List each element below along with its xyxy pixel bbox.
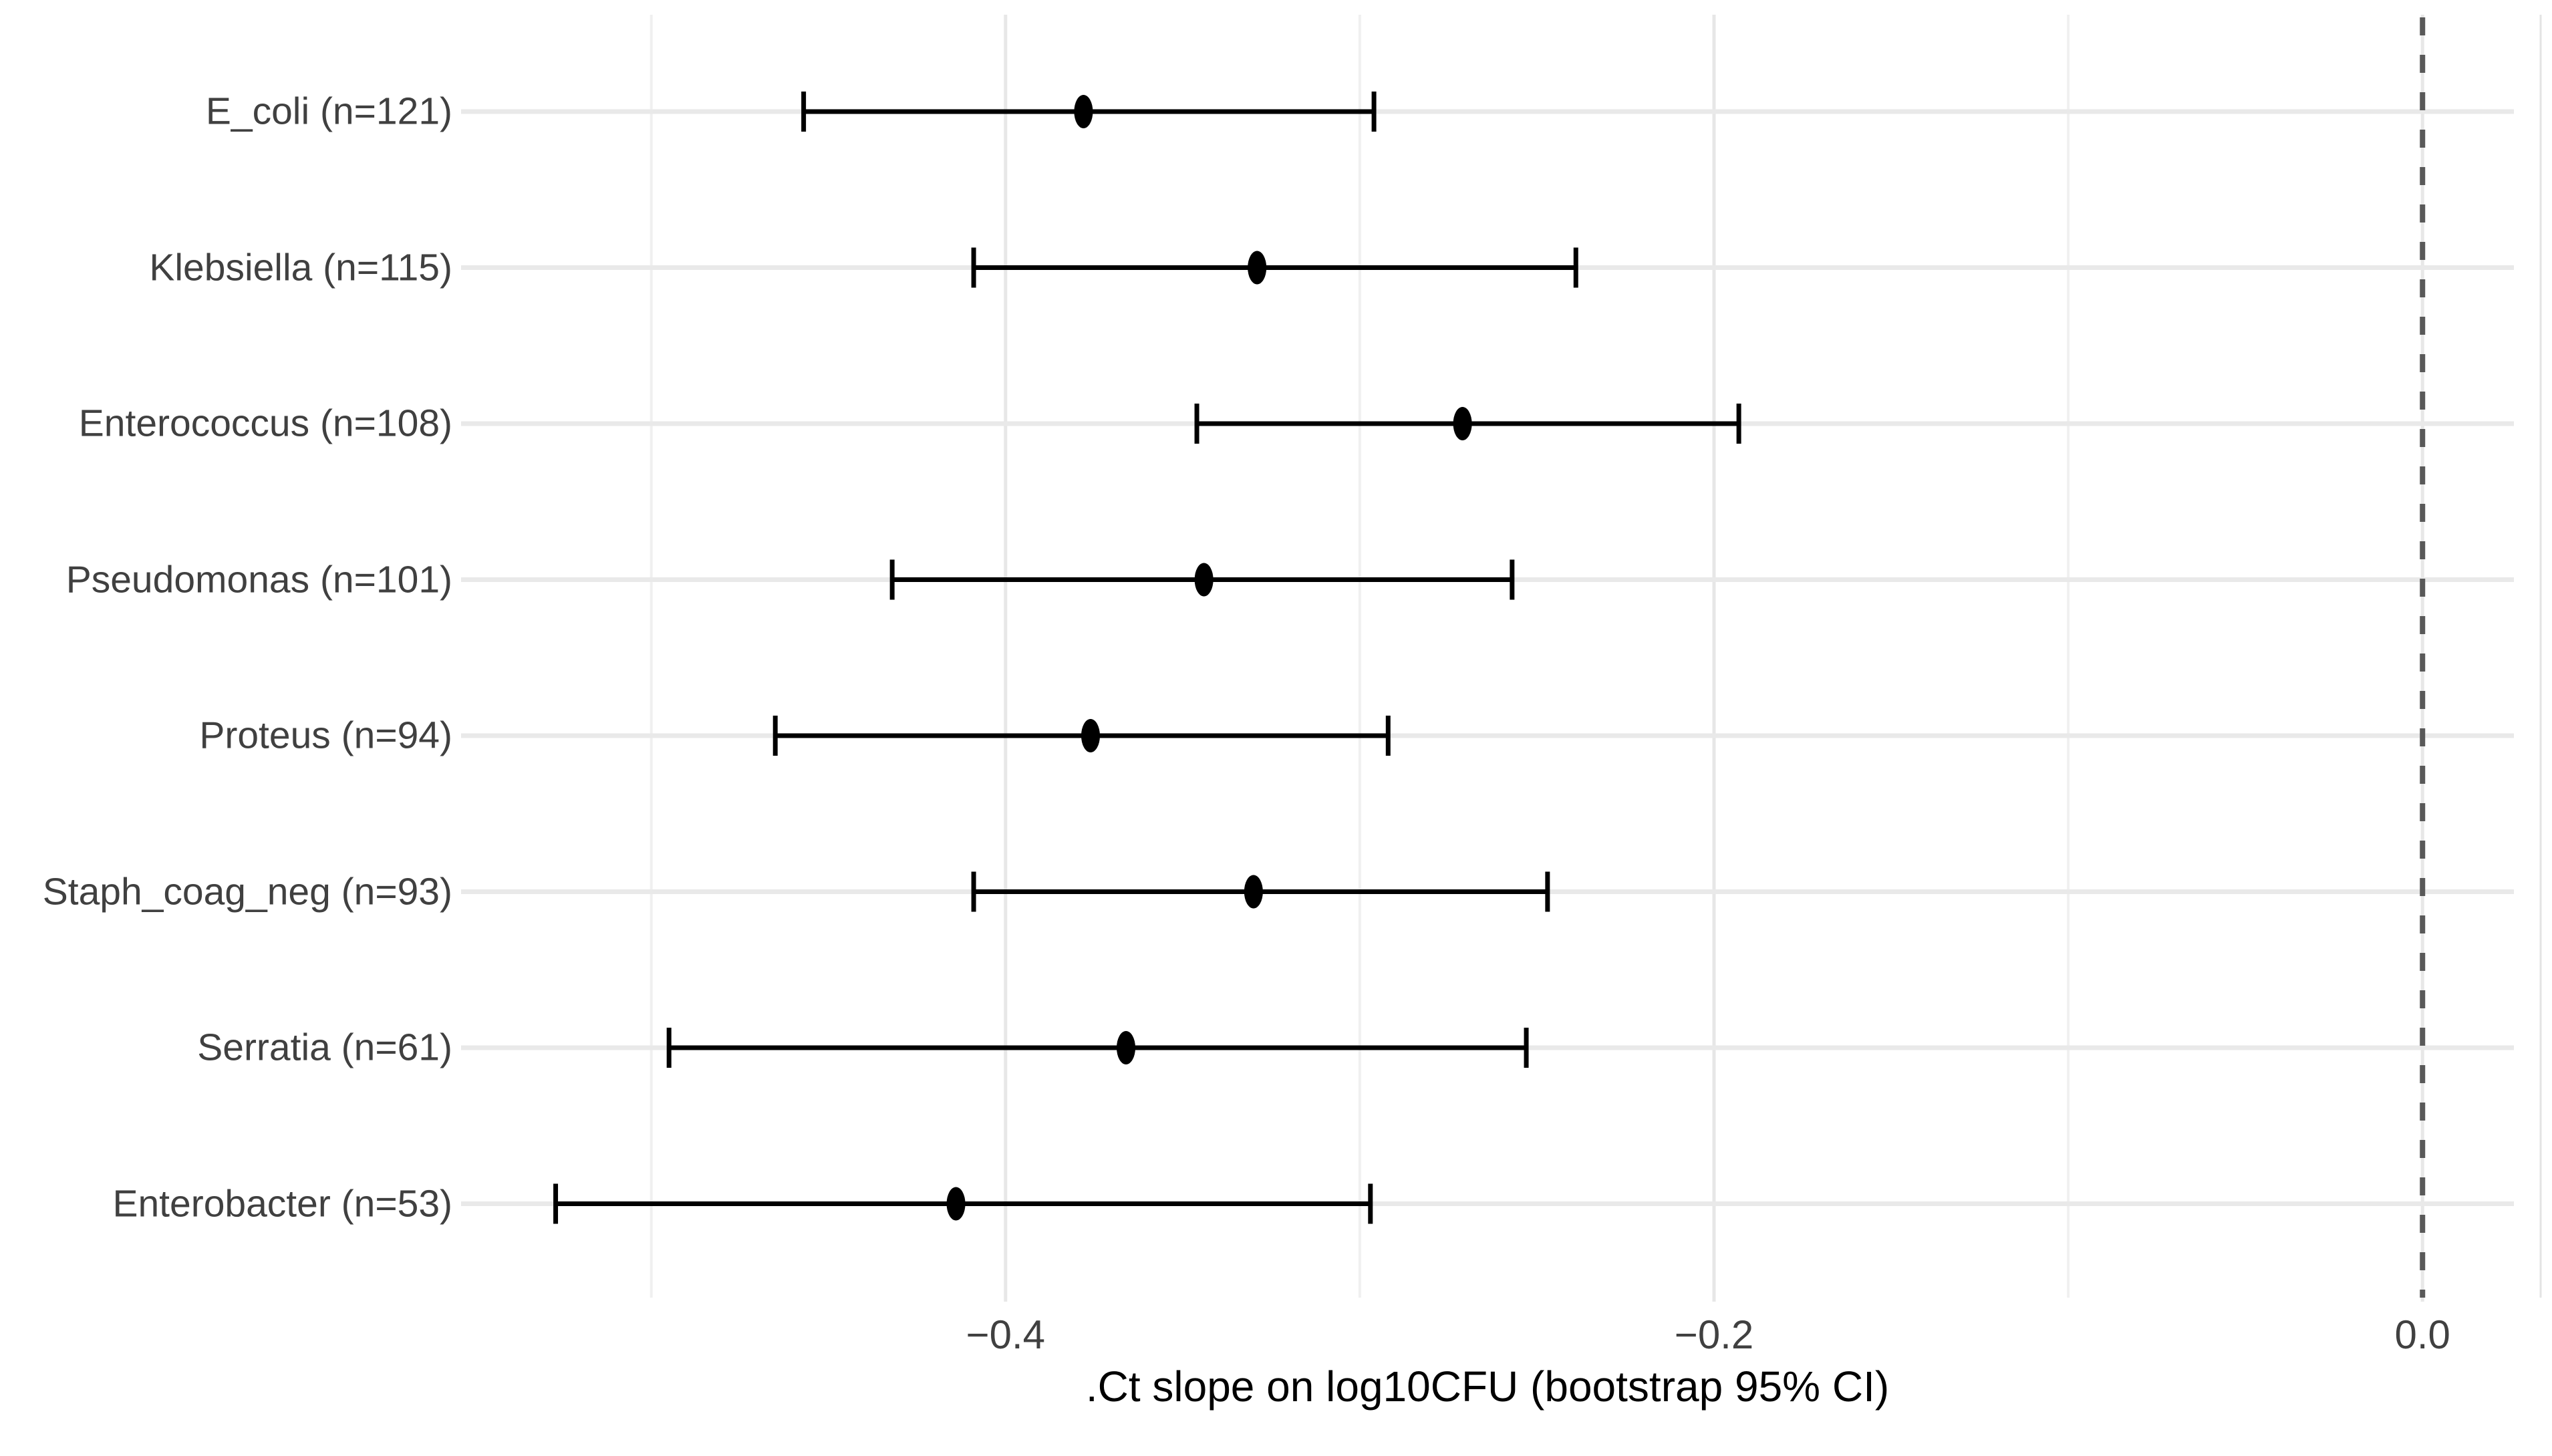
y-axis-label-klebsiella: Klebsiella (n=115) [149, 246, 452, 289]
point-estimate-dot [1194, 563, 1214, 597]
point-estimate-dot [1244, 875, 1263, 909]
x-tick-label: −0.4 [966, 1312, 1046, 1357]
y-axis-label-enterobacter: Enterobacter (n=53) [112, 1182, 452, 1225]
y-axis-label-serratia: Serratia (n=61) [197, 1026, 452, 1069]
x-axis-title: .Ct slope on log10CFU (bootstrap 95% CI) [1085, 1362, 1890, 1411]
point-estimate-dot [1453, 407, 1472, 440]
point-estimate-dot [1074, 95, 1093, 128]
point-estimate-dot [946, 1187, 966, 1221]
x-tick-label: −0.2 [1674, 1312, 1754, 1357]
y-axis-label-proteus: Proteus (n=94) [199, 714, 452, 757]
point-estimate-dot [1117, 1031, 1136, 1064]
y-axis-label-pseudomonas: Pseudomonas (n=101) [65, 558, 452, 601]
y-axis-label-staph_coag_neg: Staph_coag_neg (n=93) [42, 870, 452, 913]
point-estimate-dot [1248, 251, 1267, 285]
x-tick-label: 0.0 [2394, 1312, 2450, 1357]
point-estimate-dot [1081, 719, 1101, 752]
y-axis-label-e_coli: E_coli (n=121) [205, 90, 452, 133]
y-axis-label-enterococcus: Enterococcus (n=108) [78, 402, 452, 445]
